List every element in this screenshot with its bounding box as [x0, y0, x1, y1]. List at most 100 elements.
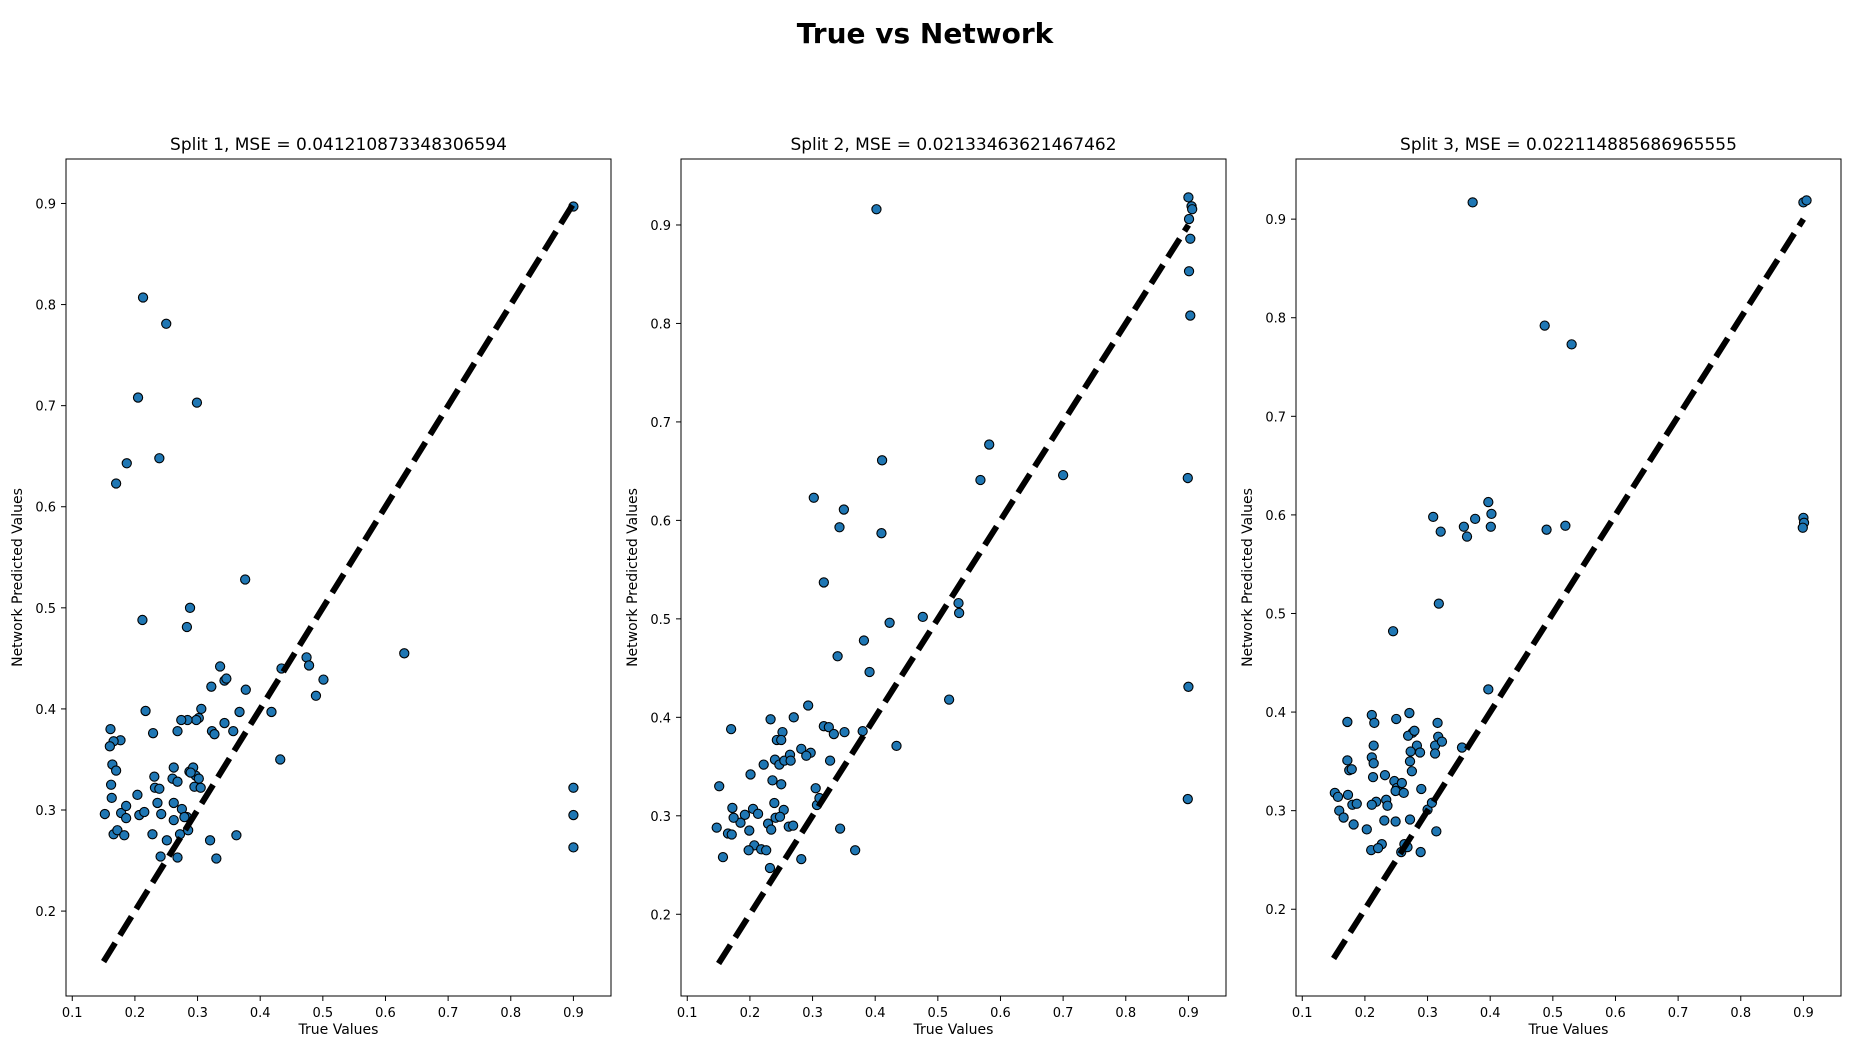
plot-frame	[680, 158, 1227, 997]
scatter-point	[796, 853, 807, 865]
x-tick-label: 0.5	[312, 1006, 333, 1021]
scatter-point	[99, 808, 110, 820]
scatter-point	[1431, 826, 1442, 837]
scatter-point	[1436, 736, 1448, 747]
subplot-title: Split 2, MSE = 0.02133463621467462	[790, 135, 1116, 155]
scatter-point	[785, 755, 796, 766]
scatter-point	[132, 392, 144, 403]
y-tick-label: 0.7	[650, 416, 671, 431]
scatter-point	[796, 743, 807, 754]
x-tick-label: 0.2	[125, 1006, 146, 1021]
scatter-point	[1369, 717, 1380, 729]
scatter-point	[943, 694, 955, 705]
scatter-point	[1405, 746, 1416, 757]
scatter-point	[204, 835, 216, 846]
y-tick-label: 0.5	[35, 602, 56, 617]
scatter-point	[120, 812, 132, 824]
scatter-point	[303, 660, 315, 671]
scatter-point	[1404, 756, 1416, 767]
scatter-point	[849, 845, 861, 856]
x-tick-label: 0.7	[1668, 1006, 1689, 1021]
scatter-point	[1342, 716, 1353, 728]
x-tick-label: 0.1	[1292, 1006, 1313, 1021]
scatter-point	[725, 723, 737, 735]
scatter-point	[917, 611, 928, 623]
scatter-point	[711, 822, 722, 833]
scatter-point	[214, 661, 226, 672]
subplot-title: Split 1, MSE = 0.041210873348306594	[170, 135, 507, 155]
scatter-point	[1541, 524, 1552, 535]
subplots: Split 1, MSE = 0.041210873348306594 0.1 0.…	[10, 135, 1842, 1038]
scatter-point	[155, 851, 166, 862]
scatter-point	[196, 703, 207, 715]
scatter-point	[864, 666, 875, 678]
y-tick-label: 0.5	[650, 613, 671, 628]
scatter-point	[1187, 204, 1198, 215]
scatter-point	[161, 318, 172, 329]
scatter-point	[714, 781, 725, 792]
scatter-point	[1338, 812, 1349, 823]
scatter-point	[832, 651, 843, 662]
x-axis-label: True Values	[298, 1022, 379, 1038]
scatter-point	[1414, 747, 1426, 758]
x-tick-label: 0.3	[802, 1006, 823, 1021]
scatter-point	[1485, 521, 1496, 532]
x-axis-label: True Values	[913, 1022, 994, 1038]
scatter-point	[168, 797, 179, 809]
scatter-point	[240, 574, 251, 585]
y-tick-label: 0.2	[35, 905, 56, 920]
scatter-point	[172, 852, 183, 863]
scatter-point	[1435, 526, 1446, 537]
scatter-point	[318, 674, 329, 685]
scatter-point	[219, 717, 230, 729]
scatter-point	[1183, 681, 1194, 692]
scatter-point	[1057, 469, 1069, 481]
scatter-point	[1429, 748, 1441, 759]
scatter-point	[1467, 197, 1478, 208]
scatter-point	[1797, 522, 1808, 533]
scatter-point	[228, 726, 239, 737]
y-tick-label: 0.8	[650, 317, 671, 332]
x-tick-label: 0.7	[1053, 1006, 1074, 1021]
scatter-point	[717, 852, 729, 863]
x-tick-label: 0.2	[740, 1006, 761, 1021]
scatter-point	[154, 783, 165, 794]
scatter-point	[1342, 789, 1354, 801]
scatter-point	[156, 808, 167, 820]
figure-title: True vs Network	[797, 17, 1055, 50]
scatter-point	[568, 809, 579, 821]
y-tick-label: 0.3	[650, 810, 671, 825]
scatter-point	[752, 808, 764, 819]
x-tick-label: 0.3	[1417, 1006, 1438, 1021]
scatter-point	[726, 829, 737, 840]
scatter-point	[1483, 684, 1494, 695]
scatter-point	[137, 292, 149, 303]
scatter-point	[240, 684, 251, 695]
scatter-point	[787, 820, 799, 831]
x-tick-label: 0.9	[1793, 1006, 1814, 1021]
scatter-point	[1409, 725, 1420, 736]
scatter-point	[132, 789, 143, 800]
scatter-point	[764, 862, 776, 874]
scatter-point	[876, 455, 888, 466]
scatter-point	[1406, 766, 1418, 777]
scatter-point	[1185, 310, 1196, 321]
plot-frame	[65, 158, 612, 997]
scatter-point	[727, 802, 738, 814]
y-tick-label: 0.4	[35, 703, 56, 718]
scatter-point	[1183, 213, 1195, 225]
identity-line	[1331, 217, 1806, 961]
scatter-point	[310, 690, 322, 701]
scatter-point	[1368, 740, 1379, 751]
y-tick-label: 0.4	[650, 711, 671, 726]
scatter-point	[172, 726, 183, 737]
scatter-point	[810, 783, 821, 794]
scatter-point	[105, 779, 117, 790]
scatter-point	[728, 812, 739, 823]
y-tick-label: 0.7	[1265, 410, 1286, 425]
scatter-point	[769, 797, 780, 809]
scatter-point	[1566, 339, 1577, 350]
y-tick-label: 0.5	[1265, 607, 1286, 622]
scatter-point	[161, 835, 173, 846]
